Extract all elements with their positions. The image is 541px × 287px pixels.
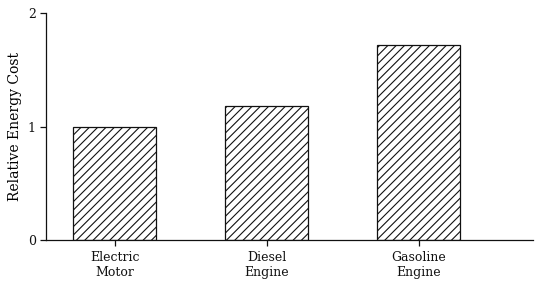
Bar	[377, 45, 460, 240]
Bar	[225, 106, 308, 240]
Bar	[73, 127, 156, 240]
Y-axis label: Relative Energy Cost: Relative Energy Cost	[8, 52, 22, 201]
